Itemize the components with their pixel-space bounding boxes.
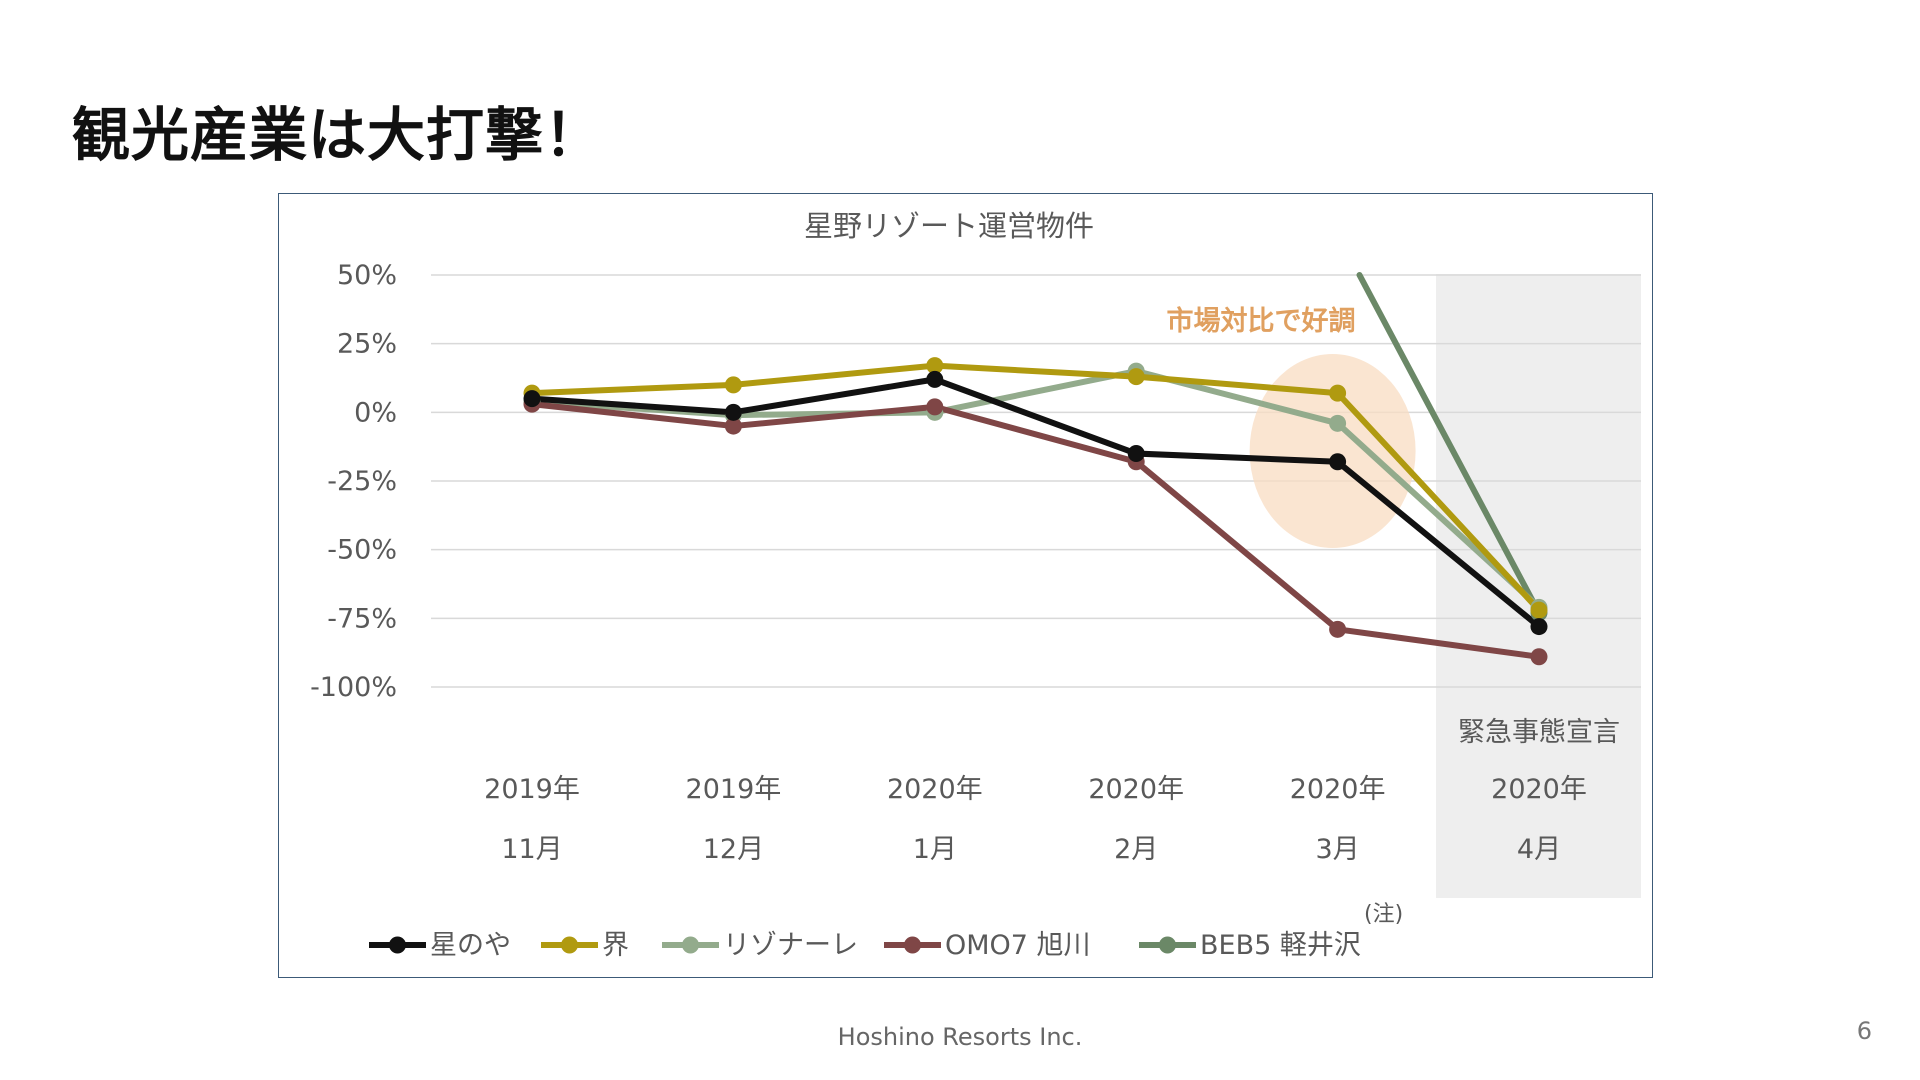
- y-tick-label: 50%: [337, 260, 397, 291]
- y-tick-label: -50%: [327, 535, 397, 566]
- chart-title: 星野リゾート運営物件: [804, 209, 1094, 243]
- data-point: [926, 370, 944, 388]
- footer-company: Hoshino Resorts Inc.: [837, 1023, 1083, 1051]
- data-point: [724, 417, 742, 435]
- x-tick-label-year: 2020年: [1290, 774, 1386, 805]
- legend-marker: [682, 936, 699, 954]
- x-tick-label-month: 4月: [1517, 834, 1561, 865]
- y-tick-label: -75%: [327, 603, 397, 634]
- data-point: [724, 403, 742, 421]
- x-tick-label-year: 2020年: [1088, 774, 1184, 805]
- data-point: [1530, 618, 1548, 636]
- x-tick-label-month: 12月: [703, 834, 764, 865]
- data-point: [1530, 601, 1548, 619]
- x-tick-label-month: 2月: [1114, 834, 1158, 865]
- x-tick-label-year: 2020年: [1491, 774, 1587, 805]
- x-tick-label-month: 1月: [913, 834, 957, 865]
- legend-marker: [1159, 936, 1176, 954]
- legend-label: BEB5 軽井沢: [1200, 930, 1361, 961]
- footnote-marker: (注): [1364, 902, 1403, 927]
- x-tick-label-month: 11月: [501, 834, 562, 865]
- x-tick-label-year: 2020年: [887, 774, 983, 805]
- data-point: [1329, 414, 1347, 432]
- y-tick-label: -100%: [310, 672, 397, 703]
- page-number: 6: [1856, 1017, 1872, 1045]
- series-line: [529, 376, 1542, 630]
- series-line: [529, 401, 1542, 660]
- data-point: [926, 357, 944, 375]
- data-point: [1329, 384, 1347, 402]
- series-line: [529, 362, 1542, 614]
- legend-label: 星のや: [430, 930, 511, 961]
- legend-label: リゾナーレ: [723, 930, 858, 961]
- legend-label: OMO7 旭川: [945, 930, 1091, 961]
- chart-frame: 50% 25% 0% -25% -50% -75% -100% 星野リゾート運営物件市場対比で…: [278, 193, 1653, 978]
- data-point: [1127, 445, 1145, 463]
- y-tick-label: 0%: [354, 397, 397, 428]
- x-tick-label-month: 3月: [1316, 834, 1360, 865]
- y-tick-label: -25%: [327, 466, 397, 497]
- legend-marker: [389, 936, 406, 954]
- series-line: [1356, 272, 1542, 616]
- data-point: [523, 390, 541, 408]
- data-point: [724, 376, 742, 394]
- x-tick-label-year: 2019年: [686, 774, 782, 805]
- legend-marker: [561, 936, 578, 954]
- x-tick-label-year: 2019年: [484, 774, 580, 805]
- y-tick-label: 25%: [337, 329, 397, 360]
- data-point: [1329, 620, 1347, 638]
- emergency-shaded-band: [1436, 274, 1641, 898]
- data-point: [1329, 453, 1347, 471]
- line-chart: 50% 25% 0% -25% -50% -75% -100% 星野リゾート運営物件市場対比で…: [310, 209, 1641, 961]
- legend-label: 界: [602, 930, 629, 961]
- legend-marker: [904, 936, 921, 954]
- page-title: 観光産業は大打撃！: [72, 101, 604, 169]
- shaded-band-label: 緊急事態宣言: [1458, 717, 1620, 748]
- data-point: [1127, 368, 1145, 386]
- data-point: [926, 398, 944, 416]
- highlight-ellipse: [1249, 354, 1416, 548]
- data-point: [1530, 648, 1548, 666]
- callout-text: 市場対比で好調: [1167, 305, 1356, 337]
